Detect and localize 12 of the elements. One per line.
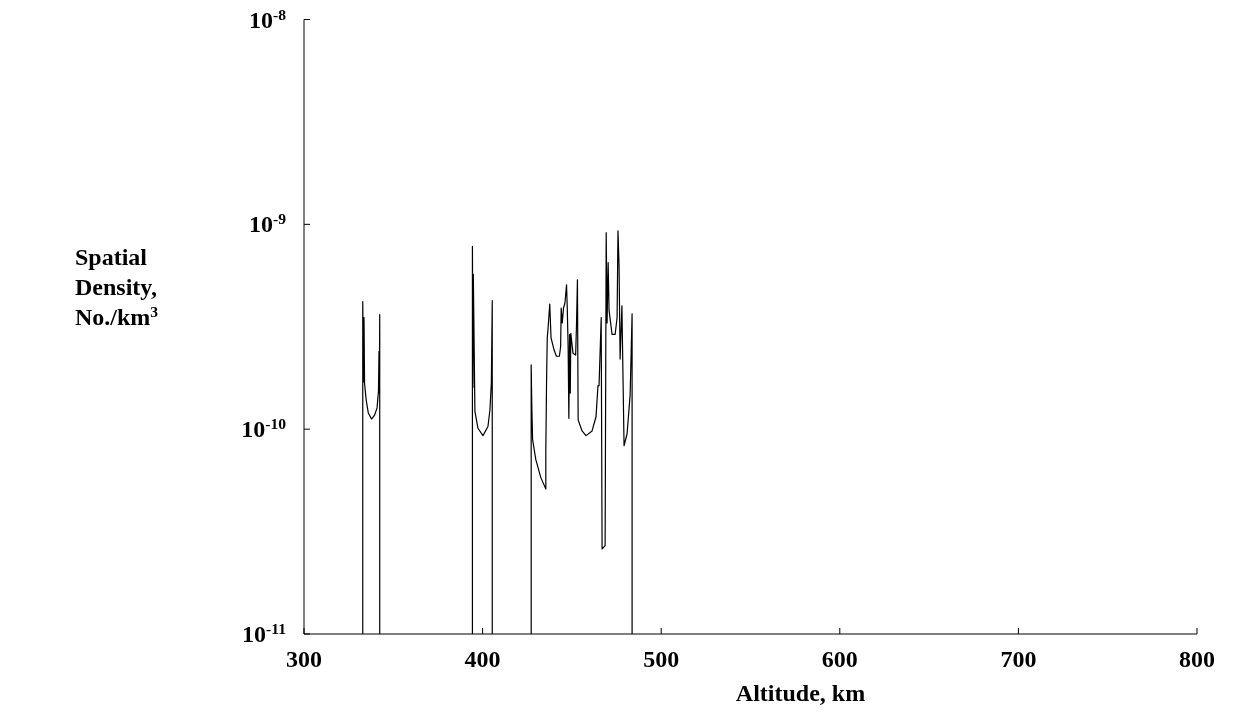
x-tick-label: 300 (286, 646, 322, 672)
y-tick-label: 10$^{-8}$ (249, 5, 287, 33)
y-tick-label: 10$^{-9}$ (249, 209, 287, 238)
x-tick-label: 800 (1179, 646, 1215, 672)
x-tick-label: 600 (821, 646, 858, 672)
x-tick-label: 500 (643, 646, 680, 672)
x-tick-label: 400 (464, 646, 501, 672)
y-axis-title: Spatial Density, No./km$^{3}$ (75, 244, 159, 330)
x-axis-title: Altitude, km (735, 680, 866, 706)
x-tick-label: 700 (1000, 646, 1037, 672)
y-tick-label: 10$^{-10}$ (241, 414, 287, 443)
y-tick-label: 10$^{-11}$ (242, 619, 286, 647)
